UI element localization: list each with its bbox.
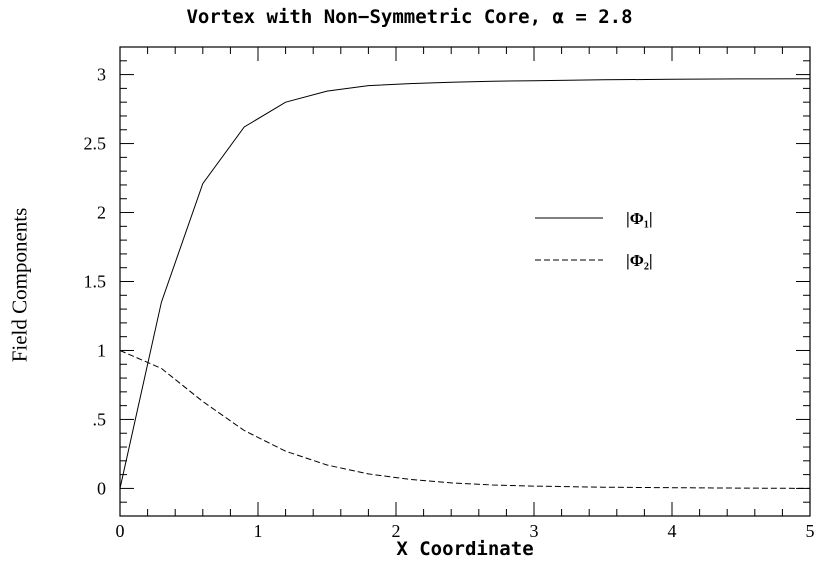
y-tick-label: 1 [97, 340, 106, 360]
x-tick-label: 3 [530, 521, 539, 541]
x-tick-label: 2 [392, 521, 401, 541]
y-tick-label: 1.5 [84, 272, 107, 292]
y-tick-label: 3 [97, 65, 106, 85]
y-tick-label: .5 [93, 409, 107, 429]
y-tick-label: 2.5 [84, 134, 107, 154]
series-line-2 [119, 350, 811, 489]
tick-labels: 0 1 2 3 4 5 0 .5 1 1.5 2 2.5 3 [84, 65, 815, 541]
x-tick-label: 5 [806, 521, 815, 541]
y-tick-label: 2 [97, 203, 106, 223]
x-axis-label: X Coordinate [396, 538, 534, 560]
plot-frame [119, 46, 811, 517]
x-tick-label: 1 [254, 521, 263, 541]
x-tick-label: 4 [668, 521, 677, 541]
legend: |Φ₁| |Φ₂| [535, 209, 653, 270]
chart-title: Vortex with Non−Symmetric Core, α = 2.8 [186, 6, 633, 28]
series-line-1 [119, 78, 811, 489]
legend-label-1: |Φ₁| [626, 209, 653, 228]
axis-ticks [119, 46, 811, 517]
x-tick-label: 0 [116, 521, 125, 541]
series-layer [119, 78, 811, 489]
legend-label-2: |Φ₂| [626, 251, 653, 270]
y-tick-label: 0 [97, 478, 106, 498]
